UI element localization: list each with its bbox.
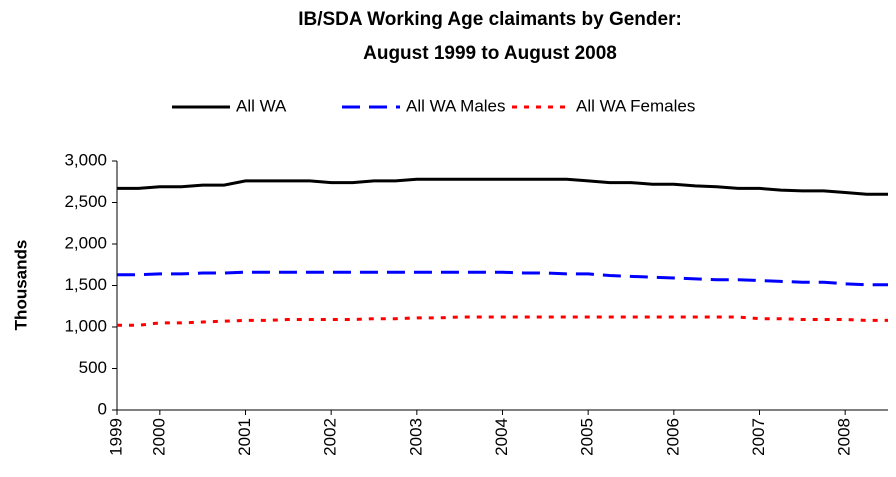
chart-title: August 1999 to August 2008 [363, 43, 617, 64]
x-tick-label: 2005 [578, 418, 597, 456]
series-line [117, 270, 888, 287]
legend-label: All WA Males [406, 96, 506, 115]
x-tick-label: 2006 [663, 418, 682, 456]
y-tick-label: 3,000 [64, 150, 107, 169]
y-tick-label: 1,500 [64, 275, 107, 294]
x-tick-label: 2003 [406, 418, 425, 456]
x-tick-label: 2001 [235, 418, 254, 456]
x-tick-label: 2008 [835, 418, 854, 456]
legend-label: All WA Females [576, 96, 695, 115]
legend-label: All WA [236, 96, 287, 115]
y-tick-label: 2,500 [64, 192, 107, 211]
y-tick-label: 500 [79, 358, 107, 377]
x-tick-label: 2004 [492, 418, 511, 456]
x-tick-label: 2000 [149, 418, 168, 456]
x-tick-label: 2002 [321, 418, 340, 456]
y-tick-label: 0 [98, 399, 107, 418]
x-tick-label: 2007 [749, 418, 768, 456]
series-line [117, 315, 888, 327]
y-tick-label: 2,000 [64, 233, 107, 252]
chart-title: IB/SDA Working Age claimants by Gender: [298, 9, 682, 30]
y-axis-title: Thousands [11, 240, 30, 331]
y-tick-label: 1,000 [64, 316, 107, 335]
series-line [117, 177, 888, 196]
x-tick-label: 1999 [106, 418, 125, 456]
